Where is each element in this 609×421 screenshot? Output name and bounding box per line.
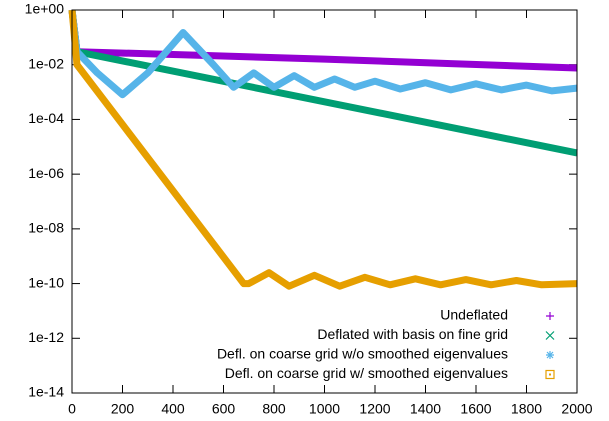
legend-label: Defl. on coarse grid w/ smoothed eigenva… xyxy=(225,365,508,381)
legend-label: Undeflated xyxy=(440,307,508,323)
x-tick-label: 1400 xyxy=(410,401,441,417)
y-tick-label: 1e-08 xyxy=(28,220,64,236)
y-tick-label: 1e-04 xyxy=(28,110,64,126)
y-tick-label: 1e+00 xyxy=(25,1,65,17)
legend-label: Deflated with basis on fine grid xyxy=(317,326,508,342)
y-tick-label: 1e-10 xyxy=(28,274,64,290)
x-tick-label: 1200 xyxy=(359,401,390,417)
x-tick-label: 400 xyxy=(161,401,185,417)
x-tick-label: 1600 xyxy=(460,401,491,417)
x-tick-label: 200 xyxy=(111,401,135,417)
legend-marker xyxy=(549,373,551,376)
x-tick-label: 600 xyxy=(212,401,236,417)
y-tick-label: 1e-14 xyxy=(28,384,64,400)
y-tick-label: 1e-06 xyxy=(28,165,64,181)
y-tick-label: 1e-02 xyxy=(28,55,64,71)
x-tick-label: 800 xyxy=(262,401,286,417)
series-line xyxy=(68,9,578,99)
legend-marker xyxy=(546,312,554,320)
series-line xyxy=(68,9,578,290)
x-tick-label: 1800 xyxy=(511,401,542,417)
x-tick-label: 0 xyxy=(68,401,76,417)
legend-marker xyxy=(545,331,555,340)
plot-border xyxy=(71,9,578,394)
legend-label: Defl. on coarse grid w/o smoothed eigenv… xyxy=(217,346,508,362)
legend-marker xyxy=(546,351,554,359)
x-tick-label: 1000 xyxy=(309,401,340,417)
x-tick-label: 2000 xyxy=(561,401,592,417)
legend-marker xyxy=(545,369,555,380)
y-tick-label: 1e-12 xyxy=(28,329,64,345)
series-line xyxy=(68,9,578,72)
